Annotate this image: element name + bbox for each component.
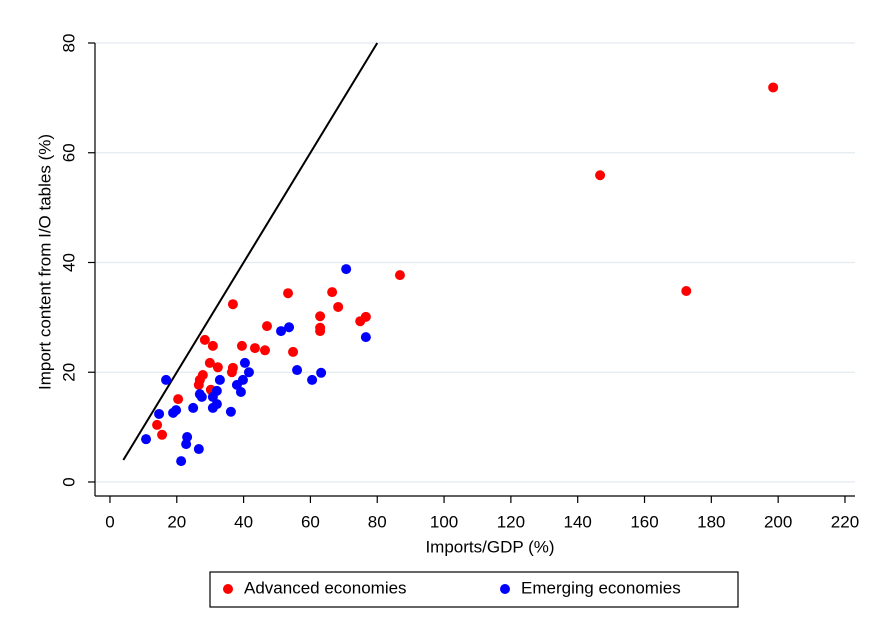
point	[261, 321, 272, 332]
point	[176, 456, 187, 467]
point	[188, 402, 199, 413]
y-tick-label: 20	[59, 363, 78, 382]
legend-label: Emerging economies	[521, 578, 681, 597]
point	[154, 408, 165, 419]
x-tick-label: 100	[430, 512, 458, 531]
x-tick-label: 120	[497, 512, 525, 531]
x-tick-label: 80	[368, 512, 387, 531]
y-axis-label: Import content from I/O tables (%)	[35, 134, 54, 390]
point	[239, 357, 250, 368]
point	[235, 386, 246, 397]
point	[181, 439, 192, 450]
x-tick-label: 160	[630, 512, 658, 531]
x-tick-label: 0	[105, 512, 114, 531]
point	[214, 374, 225, 385]
point	[141, 434, 152, 445]
point	[259, 345, 270, 356]
point	[307, 374, 318, 385]
reference-line	[122, 42, 379, 461]
point	[355, 316, 366, 327]
x-tick-label: 40	[234, 512, 253, 531]
point	[315, 326, 326, 337]
point	[284, 322, 295, 333]
y-tick-label: 80	[59, 34, 78, 53]
x-tick-label: 220	[831, 512, 859, 531]
point	[226, 367, 237, 378]
point	[236, 340, 247, 351]
point	[168, 407, 179, 418]
point	[173, 394, 184, 405]
point	[394, 270, 405, 281]
legend-box	[209, 571, 739, 608]
legend-marker	[223, 584, 233, 594]
point	[199, 334, 210, 345]
point	[283, 288, 294, 299]
point	[243, 367, 254, 378]
point	[333, 301, 344, 312]
x-tick-label: 60	[301, 512, 320, 531]
point	[341, 264, 352, 275]
point	[196, 391, 207, 402]
y-tick-label: 40	[59, 253, 78, 272]
point	[225, 406, 236, 417]
point	[207, 340, 218, 351]
point	[152, 419, 163, 430]
point	[360, 332, 371, 343]
point	[249, 343, 260, 354]
point	[595, 170, 606, 181]
point	[288, 346, 299, 357]
point	[193, 379, 204, 390]
point	[276, 326, 287, 337]
point	[315, 311, 326, 322]
point	[204, 357, 215, 368]
legend-label: Advanced economies	[244, 578, 407, 597]
point	[681, 286, 692, 297]
point	[161, 374, 172, 385]
point	[193, 444, 204, 455]
point	[227, 299, 238, 310]
x-axis-label: Imports/GDP (%)	[425, 537, 554, 556]
point	[316, 367, 327, 378]
point	[212, 362, 223, 373]
point	[327, 287, 338, 298]
x-tick-label: 20	[167, 512, 186, 531]
y-tick-label: 0	[59, 477, 78, 486]
point	[157, 429, 168, 440]
legend-marker	[500, 584, 510, 594]
point	[207, 402, 218, 413]
x-tick-label: 140	[564, 512, 592, 531]
y-tick-label: 60	[59, 143, 78, 162]
x-tick-label: 180	[697, 512, 725, 531]
x-tick-label: 200	[764, 512, 792, 531]
point	[292, 365, 303, 376]
point	[768, 82, 779, 93]
